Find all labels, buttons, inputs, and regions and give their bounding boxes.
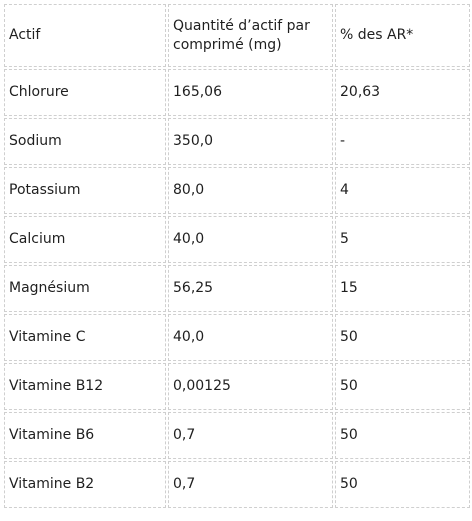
cell-quantite: 40,0 — [168, 216, 333, 263]
cell-quantite: 0,00125 — [168, 363, 333, 410]
table-row: Potassium 80,0 4 — [4, 167, 470, 214]
cell-pourcentage-ar: 50 — [335, 412, 470, 459]
cell-actif: Calcium — [4, 216, 166, 263]
cell-quantite: 350,0 — [168, 118, 333, 165]
header-pourcentage-ar: % des AR* — [335, 4, 470, 67]
cell-quantite: 56,25 — [168, 265, 333, 312]
table-row: Sodium 350,0- — [4, 118, 470, 165]
header-actif: Actif — [4, 4, 166, 67]
table-row: Chlorure 165,06 20,63 — [4, 69, 470, 116]
cell-pourcentage-ar: 15 — [335, 265, 470, 312]
cell-actif: Magnésium — [4, 265, 166, 312]
cell-actif: Sodium — [4, 118, 166, 165]
cell-actif: Potassium — [4, 167, 166, 214]
cell-pourcentage-ar: 5 — [335, 216, 470, 263]
cell-quantite: 80,0 — [168, 167, 333, 214]
cell-pourcentage-ar: 50 — [335, 461, 470, 508]
nutrition-table-body: Actif Quantité d’actif par comprimé (mg)… — [4, 4, 470, 508]
cell-pourcentage-ar: 4 — [335, 167, 470, 214]
table-row: Vitamine B12 0,00125 50 — [4, 363, 470, 410]
cell-quantite: 165,06 — [168, 69, 333, 116]
table-header-row: Actif Quantité d’actif par comprimé (mg)… — [4, 4, 470, 67]
cell-quantite: 0,7 — [168, 412, 333, 459]
cell-actif: Chlorure — [4, 69, 166, 116]
table-row: Calcium 40,0 5 — [4, 216, 470, 263]
cell-actif: Vitamine B2 — [4, 461, 166, 508]
table-row: Vitamine B2 0,7 50 — [4, 461, 470, 508]
cell-quantite: 0,7 — [168, 461, 333, 508]
cell-actif: Vitamine C — [4, 314, 166, 361]
cell-quantite: 40,0 — [168, 314, 333, 361]
table-row: Vitamine C 40,0 50 — [4, 314, 470, 361]
cell-pourcentage-ar: 20,63 — [335, 69, 470, 116]
header-quantite: Quantité d’actif par comprimé (mg) — [168, 4, 333, 67]
table-row: Vitamine B6 0,7 50 — [4, 412, 470, 459]
nutrition-table: Actif Quantité d’actif par comprimé (mg)… — [2, 2, 472, 510]
table-row: Magnésium 56,25 15 — [4, 265, 470, 312]
cell-pourcentage-ar: 50 — [335, 363, 470, 410]
cell-pourcentage-ar: - — [335, 118, 470, 165]
cell-pourcentage-ar: 50 — [335, 314, 470, 361]
cell-actif: Vitamine B12 — [4, 363, 166, 410]
cell-actif: Vitamine B6 — [4, 412, 166, 459]
